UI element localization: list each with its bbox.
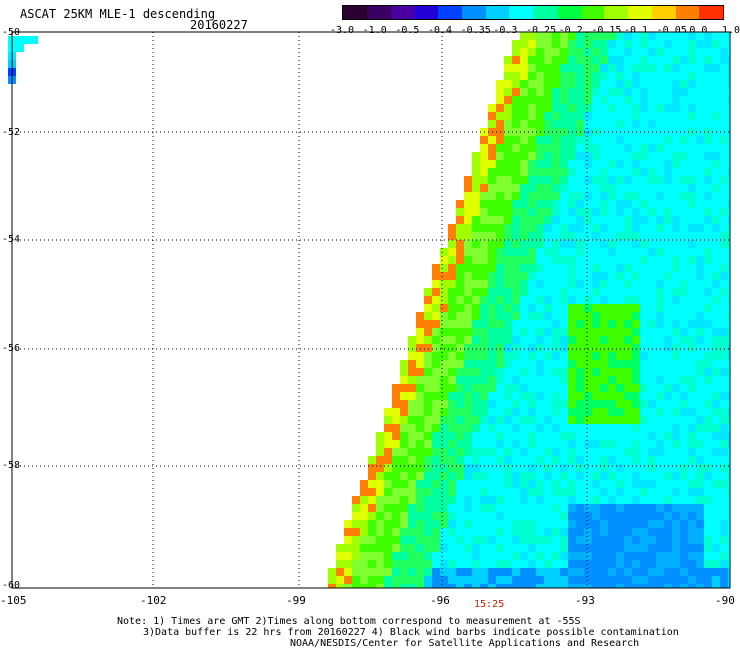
lat-label-50: -50 xyxy=(2,27,21,38)
map-date: 20160227 xyxy=(190,18,248,32)
colorbar-swatch xyxy=(556,6,581,19)
colorbar-tick-label: -0.5 xyxy=(395,25,420,36)
colorbar-swatch xyxy=(366,6,391,19)
colorbar-tick-label: -0.3 xyxy=(493,25,518,36)
colorbar-tick-label: 0.0 xyxy=(689,25,708,36)
colorbar-tick-label: -0.25 xyxy=(526,25,557,36)
lon-label-96: -96 xyxy=(430,594,450,607)
colorbar-swatch xyxy=(438,6,462,19)
note-line-2: 3)Data buffer is 22 hrs from 20160227 4)… xyxy=(143,627,679,638)
colorbar-swatch xyxy=(628,6,652,19)
colorbar-swatch xyxy=(675,6,700,19)
map-frame xyxy=(11,31,731,589)
colorbar-tick-label: 1.0 xyxy=(722,25,740,36)
colorbar-tick-label: -0.4 xyxy=(428,25,453,36)
lat-label-56: -56 xyxy=(2,343,21,354)
colorbar-tick-label: -0.2 xyxy=(558,25,583,36)
colorbar-labels: -3.0 -1.0 -0.5 -0.4 -0.35 -0.3 -0.25 -0.2 -0.15-… xyxy=(330,25,740,37)
colorbar-swatch xyxy=(461,6,486,19)
note-line-3: NOAA/NESDIS/Center for Satellite Applica… xyxy=(290,638,640,649)
colorbar xyxy=(342,5,724,20)
map-title: ASCAT 25KM MLE-1 descending xyxy=(20,7,216,21)
note-line-1: Note: 1) Times are GMT 2)Times along bot… xyxy=(117,616,581,627)
colorbar-tick-label: -0.35 xyxy=(460,25,491,36)
colorbar-swatch xyxy=(580,6,605,19)
colorbar-swatch xyxy=(651,6,676,19)
lon-label-93: -93 xyxy=(575,594,595,607)
colorbar-tick-label: -0.1 xyxy=(624,25,649,36)
time-label: 15:25 xyxy=(474,599,505,610)
lon-label-99: -99 xyxy=(286,594,306,607)
colorbar-swatch xyxy=(343,6,367,19)
colorbar-swatch xyxy=(485,6,510,19)
colorbar-swatch xyxy=(604,6,628,19)
lat-label-58: -58 xyxy=(2,460,21,471)
colorbar-swatch xyxy=(509,6,533,19)
lon-label-105: -105 xyxy=(0,594,27,607)
lat-label-60: -60 xyxy=(2,580,21,591)
colorbar-tick-label: -1.0 xyxy=(362,25,387,36)
lat-label-52: -52 xyxy=(2,127,21,138)
lon-label-102: -102 xyxy=(140,594,167,607)
colorbar-swatch xyxy=(414,6,438,19)
colorbar-tick-label: -3.0 xyxy=(330,25,355,36)
colorbar-swatch xyxy=(390,6,415,19)
lat-label-54: -54 xyxy=(2,234,21,245)
colorbar-swatch xyxy=(699,6,723,19)
colorbar-swatch xyxy=(533,6,557,19)
grid-lines xyxy=(12,32,730,588)
colorbar-tick-label: -0.15 xyxy=(591,25,622,36)
colorbar-tick-label: -0.05 xyxy=(656,25,687,36)
swath-data xyxy=(8,32,730,588)
lon-label-90: -90 xyxy=(715,594,735,607)
